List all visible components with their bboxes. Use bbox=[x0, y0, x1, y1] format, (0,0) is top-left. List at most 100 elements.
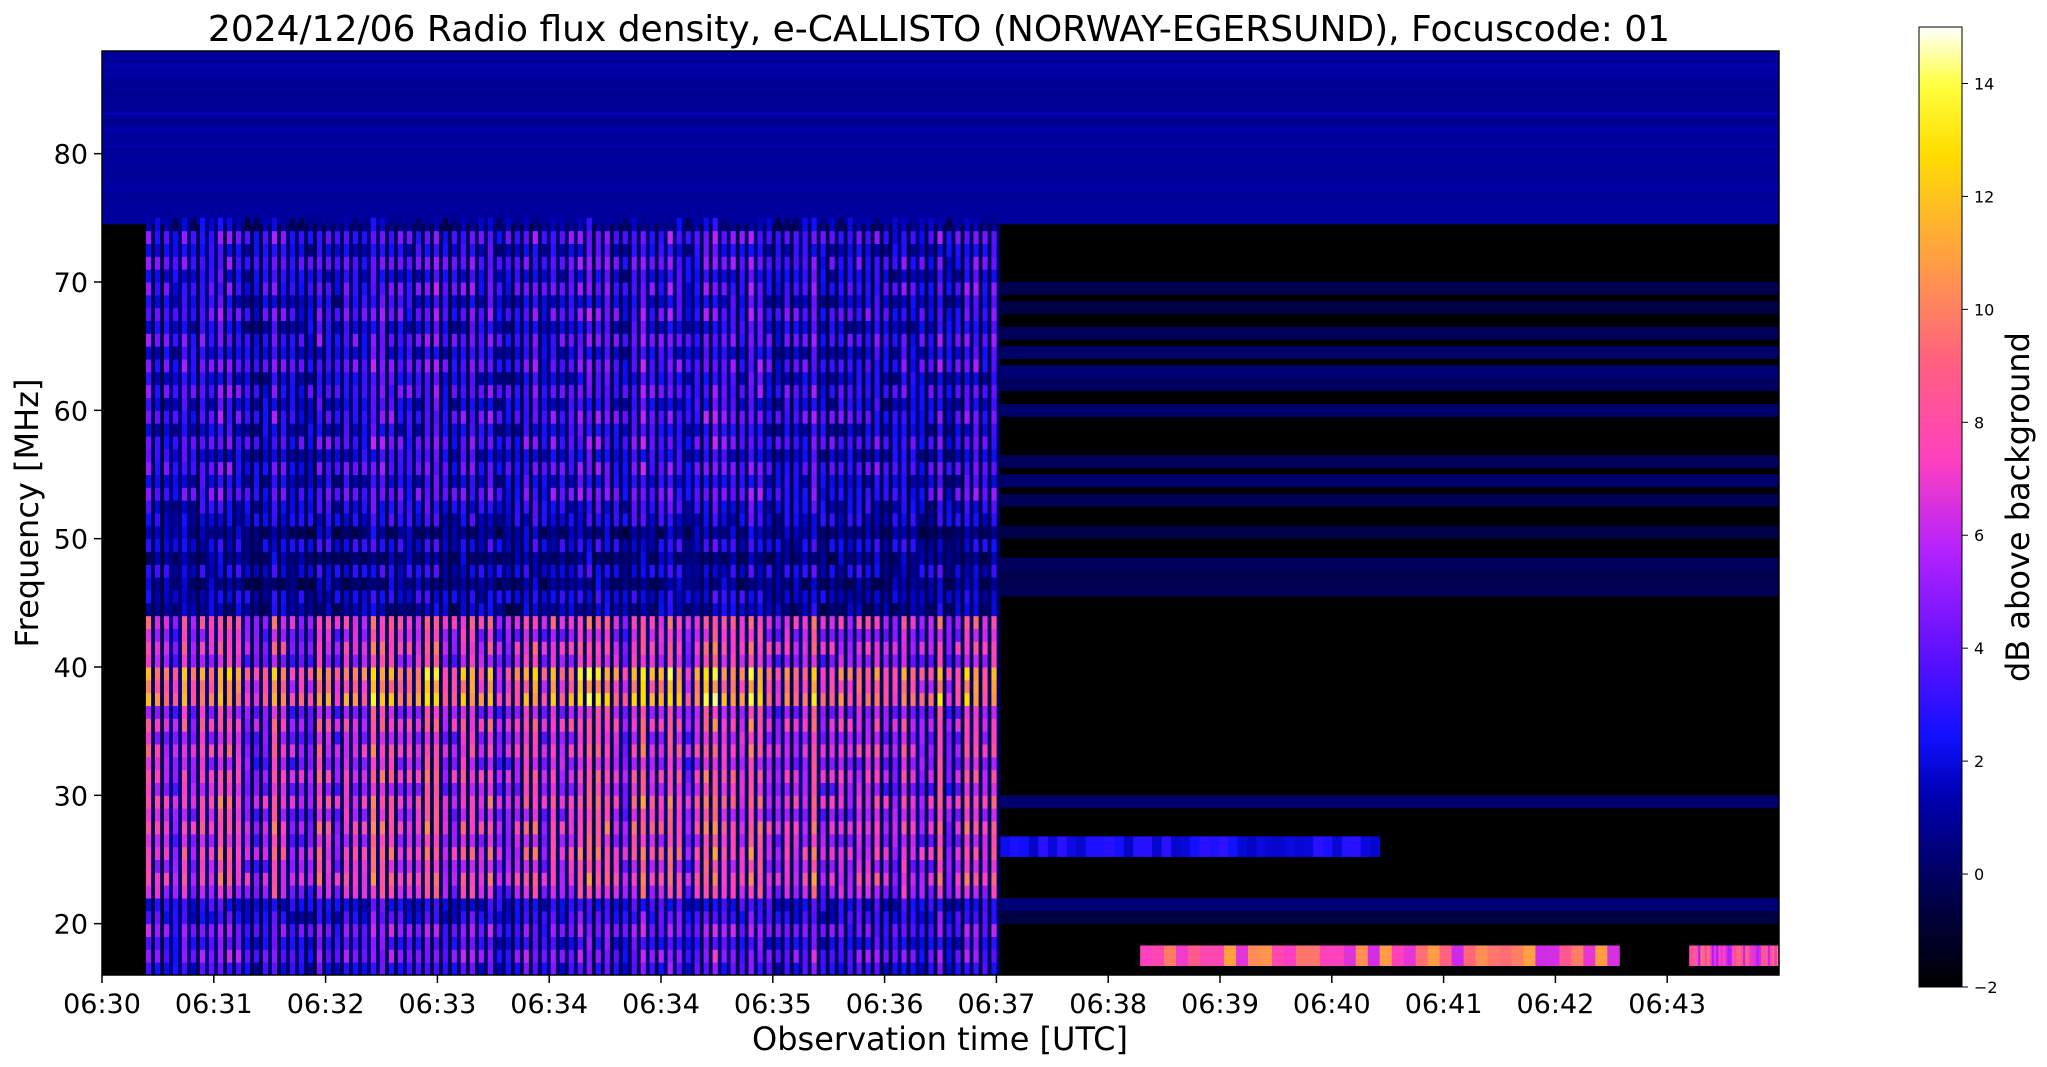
heatmap-cell bbox=[631, 423, 637, 437]
heatmap-cell bbox=[775, 628, 781, 642]
heatmap-cell bbox=[730, 679, 736, 694]
heatmap-cell bbox=[541, 731, 547, 745]
heatmap-cell bbox=[289, 282, 296, 296]
heatmap-cell bbox=[379, 628, 385, 642]
heatmap-cell bbox=[676, 718, 682, 732]
heatmap-cell bbox=[352, 307, 359, 321]
heatmap-cell bbox=[703, 833, 709, 848]
heatmap-cell bbox=[514, 461, 520, 475]
heatmap-cell bbox=[298, 359, 305, 373]
heatmap-cell bbox=[298, 654, 305, 668]
heatmap-cell bbox=[811, 359, 817, 373]
heatmap-cell bbox=[163, 744, 170, 758]
heatmap-cell bbox=[451, 898, 457, 912]
heatmap-cell bbox=[415, 782, 421, 796]
heatmap-cell bbox=[685, 705, 691, 719]
heatmap-cell bbox=[685, 718, 691, 732]
heatmap-cell bbox=[703, 679, 709, 694]
heatmap-cell bbox=[244, 346, 251, 360]
heatmap-cell bbox=[388, 628, 394, 642]
heatmap-cell bbox=[208, 962, 215, 976]
heatmap-cell bbox=[631, 936, 637, 950]
heatmap-cell bbox=[496, 705, 502, 719]
heatmap-cell bbox=[478, 602, 484, 617]
heatmap-cell bbox=[289, 448, 296, 463]
heatmap-cell bbox=[523, 744, 529, 758]
heatmap-cell bbox=[559, 872, 565, 886]
heatmap-cell bbox=[676, 500, 682, 514]
heatmap-cell bbox=[460, 397, 466, 411]
heatmap-cell bbox=[217, 384, 224, 398]
heatmap-cell bbox=[145, 256, 152, 270]
heatmap-cell bbox=[352, 667, 359, 681]
heatmap-cell bbox=[289, 487, 296, 501]
heatmap-cell bbox=[406, 256, 412, 270]
heatmap-cell bbox=[102, 81, 1779, 85]
heatmap-cell bbox=[226, 936, 233, 950]
heatmap-cell bbox=[244, 384, 251, 398]
heatmap-cell bbox=[154, 795, 161, 809]
heatmap-cell bbox=[406, 910, 412, 925]
heatmap-cell bbox=[496, 307, 502, 321]
heatmap-cell bbox=[829, 256, 835, 270]
heatmap-cell bbox=[280, 602, 287, 617]
heatmap-cell bbox=[568, 423, 574, 437]
heatmap-cell bbox=[469, 371, 475, 386]
heatmap-cell bbox=[730, 641, 736, 655]
heatmap-cell bbox=[865, 333, 871, 347]
heatmap-cell bbox=[370, 269, 376, 283]
heatmap-cell bbox=[388, 949, 394, 963]
heatmap-cell bbox=[298, 602, 305, 617]
heatmap-cell bbox=[415, 885, 421, 899]
heatmap-cell bbox=[721, 371, 727, 386]
heatmap-cell bbox=[613, 577, 619, 591]
heatmap-cell bbox=[469, 538, 475, 552]
heatmap-cell bbox=[604, 269, 610, 283]
heatmap-cell bbox=[757, 898, 763, 912]
heatmap-cell bbox=[712, 397, 718, 411]
heatmap-cell bbox=[442, 872, 448, 886]
heatmap-cell bbox=[721, 256, 727, 270]
heatmap-cell bbox=[829, 282, 835, 296]
heatmap-cell bbox=[172, 962, 179, 976]
heatmap-cell bbox=[496, 333, 502, 347]
heatmap-cell bbox=[460, 949, 466, 963]
heatmap-cell bbox=[847, 949, 853, 963]
heatmap-cell bbox=[505, 359, 511, 373]
heatmap-cell bbox=[433, 333, 439, 347]
heatmap-cell bbox=[721, 436, 727, 450]
heatmap-cell bbox=[640, 756, 646, 771]
heatmap-cell bbox=[559, 731, 565, 745]
heatmap-cell bbox=[802, 923, 808, 937]
heatmap-cell bbox=[676, 679, 682, 694]
heatmap-cell bbox=[406, 833, 412, 848]
heatmap-cell bbox=[388, 962, 394, 976]
heatmap-cell bbox=[307, 525, 314, 540]
heatmap-cell bbox=[820, 577, 826, 591]
heatmap-cell bbox=[541, 384, 547, 398]
heatmap-cell bbox=[658, 410, 664, 424]
heatmap-cell bbox=[307, 718, 314, 732]
heatmap-cell bbox=[280, 513, 287, 527]
heatmap-cell bbox=[262, 769, 269, 783]
heatmap-cell bbox=[667, 423, 673, 437]
heatmap-cell bbox=[766, 513, 772, 527]
heatmap-cell bbox=[514, 936, 520, 950]
heatmap-cell bbox=[550, 564, 556, 578]
heatmap-cell bbox=[181, 846, 188, 860]
heatmap-cell bbox=[478, 577, 484, 591]
heatmap-cell bbox=[181, 346, 188, 360]
heatmap-cell bbox=[658, 590, 664, 604]
heatmap-cell bbox=[703, 821, 709, 835]
heatmap-cell bbox=[829, 679, 835, 694]
heatmap-cell bbox=[424, 487, 430, 501]
heatmap-cell bbox=[712, 384, 718, 398]
heatmap-cell bbox=[235, 949, 242, 963]
heatmap-cell bbox=[757, 744, 763, 758]
heatmap-cell bbox=[595, 923, 601, 937]
heatmap-cell bbox=[379, 346, 385, 360]
heatmap-cell bbox=[586, 641, 592, 655]
heatmap-cell bbox=[703, 769, 709, 783]
heatmap-cell bbox=[181, 718, 188, 732]
heatmap-cell bbox=[694, 962, 700, 976]
